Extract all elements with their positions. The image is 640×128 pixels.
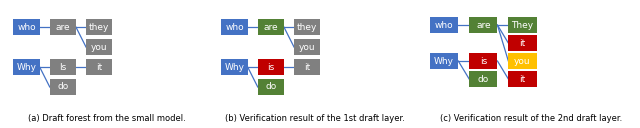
Text: who: who [17,23,36,32]
FancyBboxPatch shape [469,71,497,87]
FancyBboxPatch shape [294,19,320,35]
FancyBboxPatch shape [508,53,536,69]
FancyBboxPatch shape [469,17,497,33]
FancyBboxPatch shape [50,19,76,35]
Text: you: you [514,57,531,66]
Text: it: it [304,62,310,72]
FancyBboxPatch shape [430,17,458,33]
Text: they: they [297,23,317,32]
FancyBboxPatch shape [86,59,112,75]
FancyBboxPatch shape [221,59,248,75]
FancyBboxPatch shape [50,79,76,95]
FancyBboxPatch shape [258,19,284,35]
Text: do: do [57,82,68,92]
Text: Is: Is [60,62,67,72]
Text: you: you [91,42,108,52]
Text: Why: Why [225,62,244,72]
Text: (c) Verification result of the 2nd draft layer.: (c) Verification result of the 2nd draft… [440,114,622,123]
Text: Why: Why [17,62,36,72]
Text: you: you [299,42,316,52]
Text: do: do [265,82,276,92]
Text: (a) Draft forest from the small model.: (a) Draft forest from the small model. [28,114,186,123]
Text: Why: Why [434,57,454,66]
Text: are: are [56,23,70,32]
Text: they: they [89,23,109,32]
Text: is: is [480,57,487,66]
FancyBboxPatch shape [508,71,536,87]
FancyBboxPatch shape [258,59,284,75]
FancyBboxPatch shape [13,19,40,35]
Text: it: it [520,74,525,83]
Text: do: do [477,74,489,83]
Text: are: are [476,21,491,30]
Text: (b) Verification result of the 1st draft layer.: (b) Verification result of the 1st draft… [225,114,405,123]
FancyBboxPatch shape [50,59,76,75]
FancyBboxPatch shape [508,17,536,33]
FancyBboxPatch shape [294,59,320,75]
Text: it: it [96,62,102,72]
Text: They: They [511,21,534,30]
FancyBboxPatch shape [86,19,112,35]
FancyBboxPatch shape [13,59,40,75]
Text: is: is [268,62,275,72]
Text: who: who [225,23,244,32]
FancyBboxPatch shape [294,39,320,55]
FancyBboxPatch shape [258,79,284,95]
FancyBboxPatch shape [469,53,497,69]
Text: are: are [264,23,278,32]
FancyBboxPatch shape [221,19,248,35]
FancyBboxPatch shape [508,35,536,51]
Text: who: who [435,21,454,30]
Text: it: it [520,39,525,48]
FancyBboxPatch shape [86,39,112,55]
FancyBboxPatch shape [430,53,458,69]
